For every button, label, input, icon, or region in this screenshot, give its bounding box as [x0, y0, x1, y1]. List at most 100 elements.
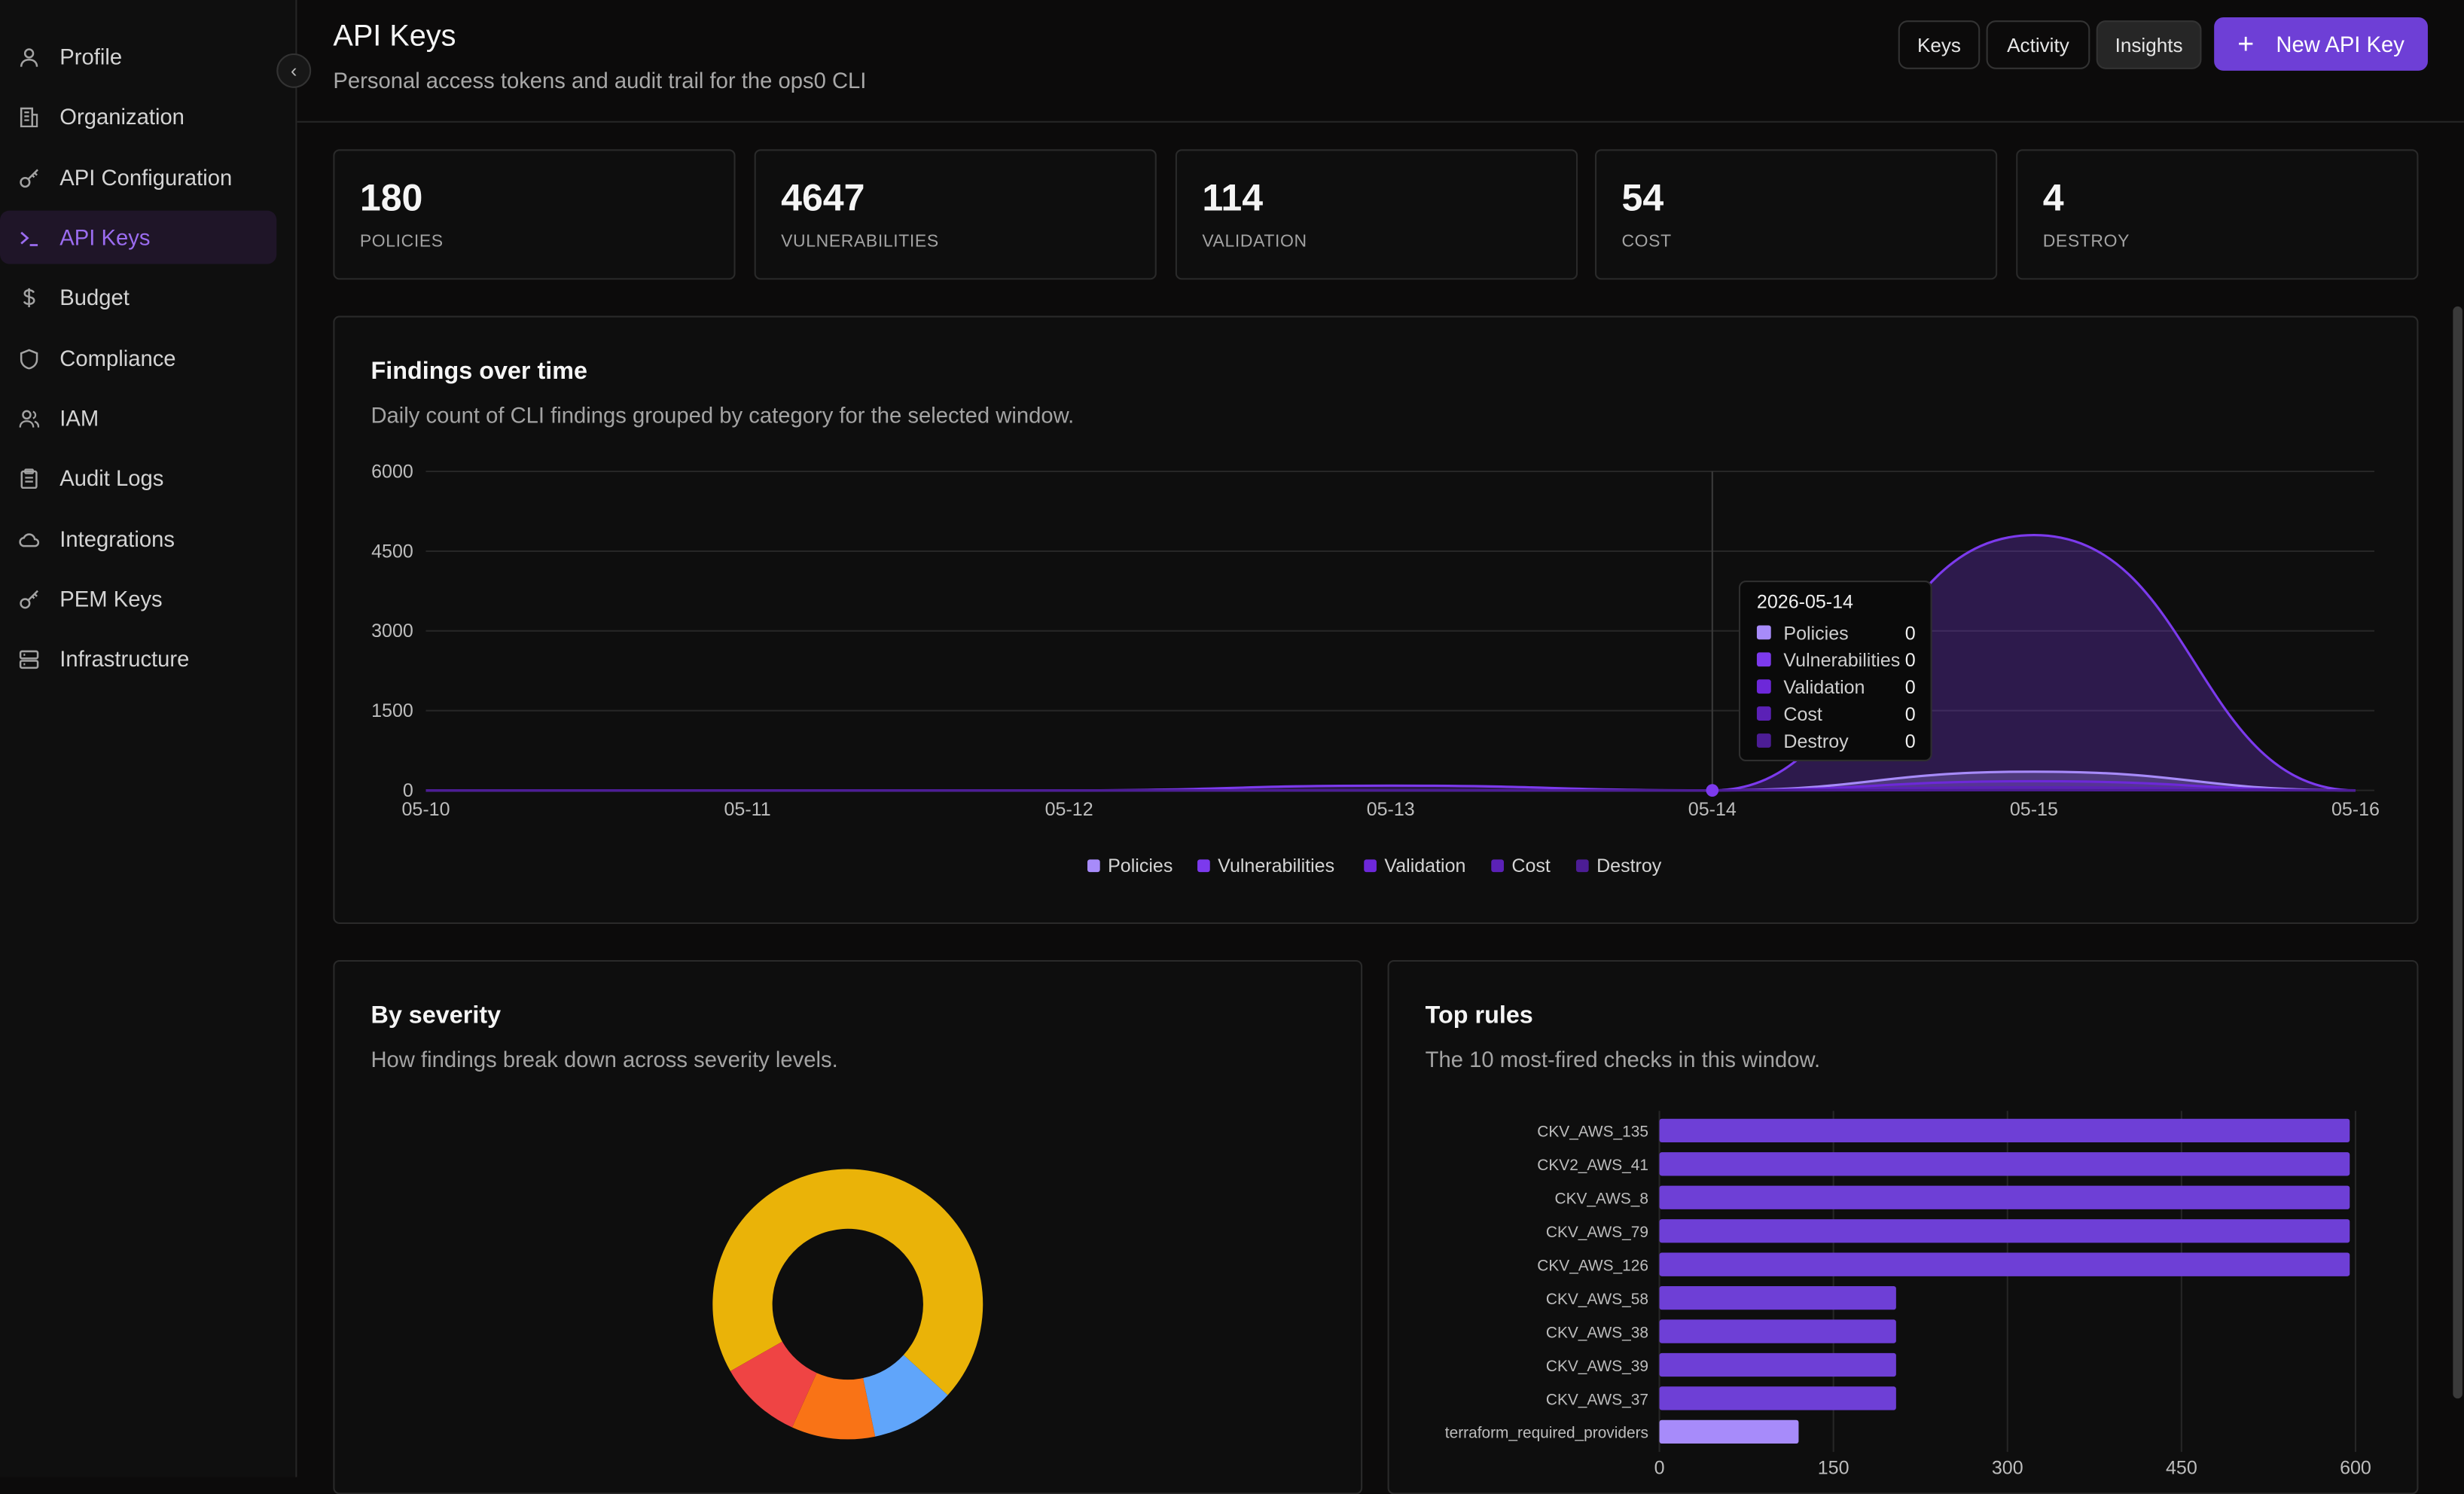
dollar-icon	[19, 287, 39, 307]
bar-ckv2_aws_41[interactable]	[1660, 1152, 2350, 1175]
sidebar-item-pem-keys[interactable]: PEM Keys	[0, 572, 276, 626]
bar-ckv_aws_39[interactable]	[1660, 1353, 1896, 1377]
stat-card-policies: 180 POLICIES	[333, 149, 735, 279]
sidebar-item-label: Infrastructure	[59, 646, 189, 671]
clipboard-icon	[19, 468, 39, 488]
bar-category-label: terraform_required_providers	[1445, 1425, 1648, 1442]
plus-icon: +	[2237, 28, 2254, 61]
tooltip-swatch	[1757, 733, 1771, 748]
stat-card-destroy: 4 DESTROY	[2016, 149, 2418, 279]
stat-label: DESTROY	[2043, 233, 2130, 252]
x-tick-label: 150	[1818, 1457, 1850, 1477]
tooltip-series-value: 0	[1905, 731, 1916, 752]
bar-ckv_aws_38[interactable]	[1660, 1319, 1896, 1343]
bar-category-label: CKV_AWS_37	[1546, 1391, 1648, 1408]
legend-swatch	[1491, 859, 1504, 872]
x-tick-label: 450	[2166, 1457, 2197, 1477]
tooltip-series-value: 0	[1905, 623, 1916, 644]
tooltip-series-name: Vulnerabilities	[1783, 650, 1900, 671]
x-tick-label: 05-16	[2331, 799, 2380, 820]
sidebar-item-label: Integrations	[59, 526, 175, 551]
stat-card-cost: 54 COST	[1595, 149, 1997, 279]
sidebar-item-label: API Configuration	[59, 165, 232, 190]
terminal-icon	[19, 227, 39, 248]
x-tick-label: 05-11	[724, 799, 770, 820]
tooltip-swatch	[1757, 706, 1771, 721]
stat-value: 54	[1621, 178, 1664, 221]
bar-category-label: CKV_AWS_58	[1546, 1291, 1648, 1308]
bar-ckv_aws_37[interactable]	[1660, 1386, 1896, 1410]
sidebar-item-label: Profile	[59, 44, 122, 69]
sidebar-item-label: PEM Keys	[59, 586, 162, 611]
key-icon	[19, 167, 39, 188]
tooltip-series-name: Policies	[1783, 623, 1848, 644]
x-tick-label: 05-10	[401, 799, 450, 820]
sidebar-item-label: Audit Logs	[59, 465, 163, 490]
legend-swatch	[1197, 859, 1210, 872]
tooltip-series-name: Validation	[1783, 677, 1865, 698]
x-tick-label: 05-15	[2010, 799, 2058, 820]
bar-terraform_required_providers[interactable]	[1660, 1420, 1799, 1444]
x-tick-label: 05-14	[1688, 799, 1737, 820]
sidebar-item-infrastructure[interactable]: Infrastructure	[0, 632, 276, 685]
stat-value: 180	[360, 178, 423, 221]
bar-ckv_aws_135[interactable]	[1660, 1119, 2350, 1142]
bar-category-label: CKV_AWS_39	[1546, 1358, 1648, 1375]
building-icon	[19, 106, 39, 127]
cloud-icon	[19, 529, 39, 549]
stat-value: 4	[2043, 178, 2064, 221]
y-tick-label: 6000	[371, 461, 413, 482]
bar-ckv_aws_8[interactable]	[1660, 1186, 2350, 1209]
tooltip-series-name: Cost	[1783, 704, 1822, 725]
sidebar-item-audit-logs[interactable]: Audit Logs	[0, 451, 276, 505]
legend-item-destroy[interactable]: Destroy	[1596, 855, 1662, 877]
bar-ckv_aws_79[interactable]	[1660, 1219, 2350, 1242]
tooltip-date: 2026-05-14	[1757, 592, 1853, 613]
new-api-key-label: New API Key	[2276, 32, 2404, 56]
sidebar-item-budget[interactable]: Budget	[0, 270, 276, 324]
bar-category-label: CKV_AWS_135	[1537, 1124, 1648, 1141]
sidebar-item-api-keys[interactable]: API Keys	[0, 211, 276, 264]
stat-label: POLICIES	[360, 233, 444, 252]
bar-category-label: CKV_AWS_8	[1555, 1191, 1648, 1208]
legend-item-policies[interactable]: Policies	[1108, 855, 1173, 877]
bar-category-label: CKV_AWS_38	[1546, 1324, 1648, 1341]
page-subtitle: Personal access tokens and audit trail f…	[333, 68, 866, 93]
y-tick-label: 1500	[371, 700, 413, 721]
stat-label: VULNERABILITIES	[781, 233, 939, 252]
sidebar-item-compliance[interactable]: Compliance	[0, 331, 276, 385]
legend-swatch	[1576, 859, 1589, 872]
sidebar-item-integrations[interactable]: Integrations	[0, 512, 276, 566]
tooltip-swatch	[1757, 626, 1771, 640]
severity-donut-chart	[333, 960, 1362, 1477]
x-tick-label: 300	[1992, 1457, 2023, 1477]
shield-icon	[19, 348, 39, 368]
legend-item-cost[interactable]: Cost	[1511, 855, 1551, 877]
tab-insights[interactable]: Insights	[2097, 20, 2202, 69]
x-tick-label: 600	[2340, 1457, 2371, 1477]
sidebar-item-organization[interactable]: Organization	[0, 90, 276, 143]
sidebar-item-label: Compliance	[59, 346, 175, 370]
sidebar-item-label: Organization	[59, 104, 184, 129]
x-tick-label: 05-13	[1367, 799, 1415, 820]
sidebar-item-profile[interactable]: Profile	[0, 30, 276, 84]
tab-keys[interactable]: Keys	[1898, 20, 1981, 69]
legend-item-validation[interactable]: Validation	[1384, 855, 1465, 877]
bar-ckv_aws_58[interactable]	[1660, 1286, 1896, 1310]
sidebar-item-api-configuration[interactable]: API Configuration	[0, 151, 276, 204]
new-api-key-button[interactable]: + New API Key	[2214, 17, 2428, 71]
page-scrollbar[interactable]	[2453, 306, 2462, 1398]
area-vulnerabilities	[425, 535, 2355, 791]
bar-ckv_aws_126[interactable]	[1660, 1253, 2350, 1276]
sidebar-item-iam[interactable]: IAM	[0, 392, 276, 445]
tab-activity[interactable]: Activity	[1987, 20, 2090, 69]
chart-legend: Policies Vulnerabilities Validation Cost Des…	[1087, 855, 1662, 877]
sidebar-item-label: API Keys	[59, 224, 150, 249]
legend-item-vulnerabilities[interactable]: Vulnerabilities	[1218, 855, 1334, 877]
stat-label: COST	[1621, 233, 1671, 252]
tooltip-series-value: 0	[1905, 677, 1916, 698]
